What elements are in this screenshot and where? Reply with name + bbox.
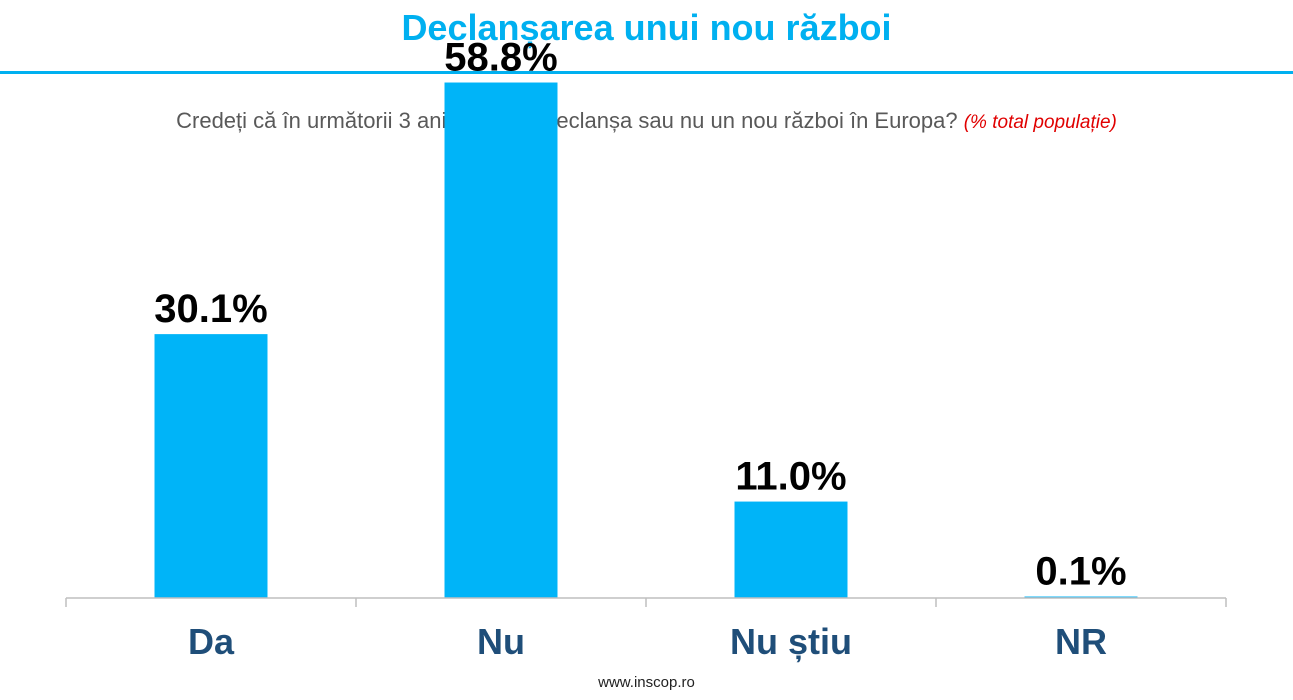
category-label-1: Nu (477, 621, 525, 662)
question-note: (% total populație) (963, 112, 1117, 133)
labels-group: 30.1% Da 58.8% Nu 11.0% Nu știu 0.1% NR (154, 36, 1126, 662)
category-label-2: Nu știu (730, 621, 852, 662)
value-label-0: 30.1% (154, 287, 267, 331)
question-text: Credeți că în următorii 3 ani Rusia va d… (0, 106, 1293, 138)
value-label-3: 0.1% (1035, 550, 1126, 594)
category-label-3: NR (1055, 621, 1107, 662)
value-label-2: 11.0% (735, 455, 846, 499)
page-title: Declanșarea unui nou război (401, 7, 892, 48)
category-label-0: Da (188, 621, 235, 662)
footer-url: www.inscop.ro (598, 674, 695, 691)
bar-0 (154, 334, 268, 598)
bars-group (154, 82, 1138, 598)
value-label-1: 58.8% (444, 36, 557, 80)
question-label: Credeți că în următorii 3 ani Rusia va d… (176, 108, 958, 133)
x-axis (65, 597, 1227, 607)
bar-2 (734, 501, 848, 598)
title-divider (0, 71, 1293, 74)
bar-1 (444, 82, 558, 598)
